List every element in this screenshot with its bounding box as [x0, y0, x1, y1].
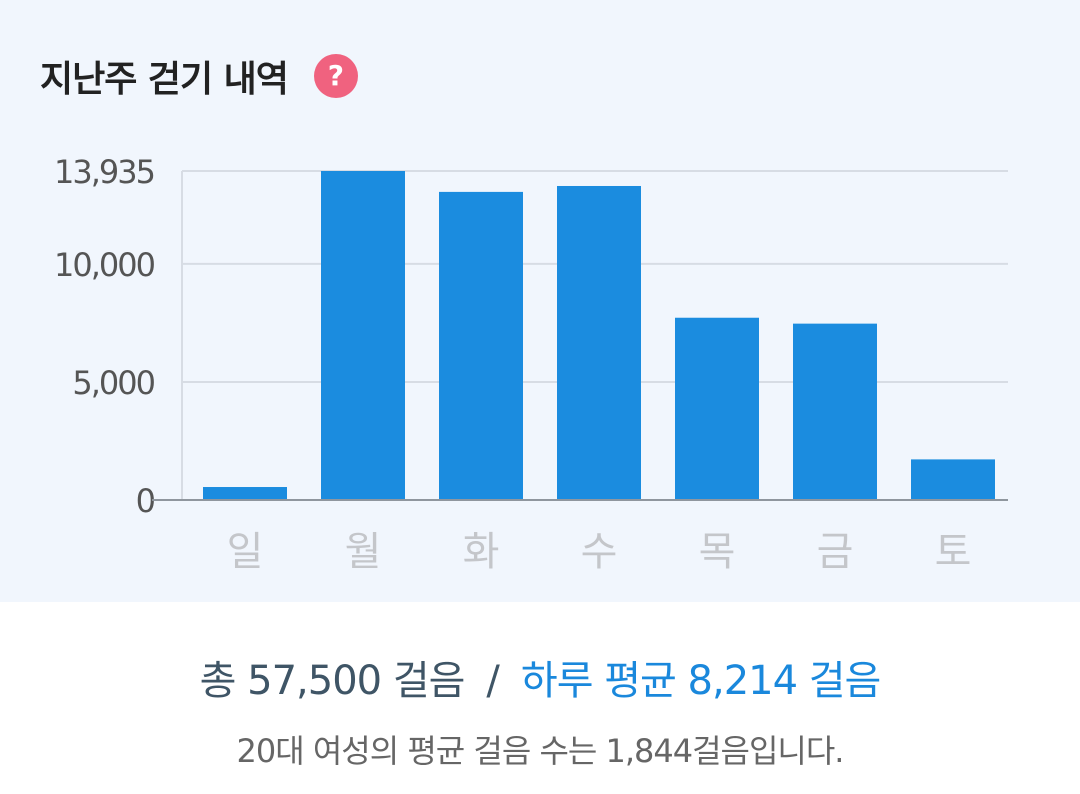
- x-tick-label: 목: [699, 529, 736, 575]
- chart-panel: 지난주 걷기 내역 ? 0 5,000 10,000 13,935 일 월 화 수 목 금 토: [0, 0, 1080, 602]
- x-tick-label: 금: [817, 529, 854, 575]
- question-mark-icon[interactable]: ?: [313, 54, 358, 98]
- summary-separator: /: [486, 658, 500, 704]
- y-tick-label: 5,000: [72, 364, 154, 402]
- bar-1: [321, 171, 405, 500]
- bar-0: [203, 487, 287, 500]
- help-glyph: ?: [327, 59, 345, 92]
- total-steps: 총 57,500 걸음: [199, 658, 466, 704]
- bar-4: [675, 317, 759, 500]
- title-row: 지난주 걷기 내역 ?: [40, 48, 358, 104]
- x-tick-label: 월: [345, 529, 382, 575]
- bar-chart: 0 5,000 10,000 13,935 일 월 화 수 목 금 토: [54, 153, 1008, 575]
- bar-2: [439, 191, 523, 500]
- bar-6: [911, 459, 995, 500]
- bar-5: [793, 323, 877, 500]
- x-tick-label: 토: [935, 529, 972, 575]
- y-tick-label: 10,000: [54, 246, 155, 284]
- y-tick-label: 13,935: [54, 153, 154, 191]
- x-tick-label: 일: [227, 529, 264, 575]
- comparison-note: 20대 여성의 평균 걸음 수는 1,844걸음입니다.: [236, 732, 845, 770]
- bar-3: [557, 185, 641, 500]
- x-tick-label: 화: [463, 529, 500, 575]
- x-tick-label: 수: [581, 529, 618, 575]
- page-title: 지난주 걷기 내역: [40, 59, 289, 100]
- summary-line: 총 57,500 걸음 / 하루 평균 8,214 걸음: [0, 648, 1080, 706]
- average-steps: 하루 평균 8,214 걸음: [520, 658, 881, 704]
- y-tick-label: 0: [136, 482, 155, 520]
